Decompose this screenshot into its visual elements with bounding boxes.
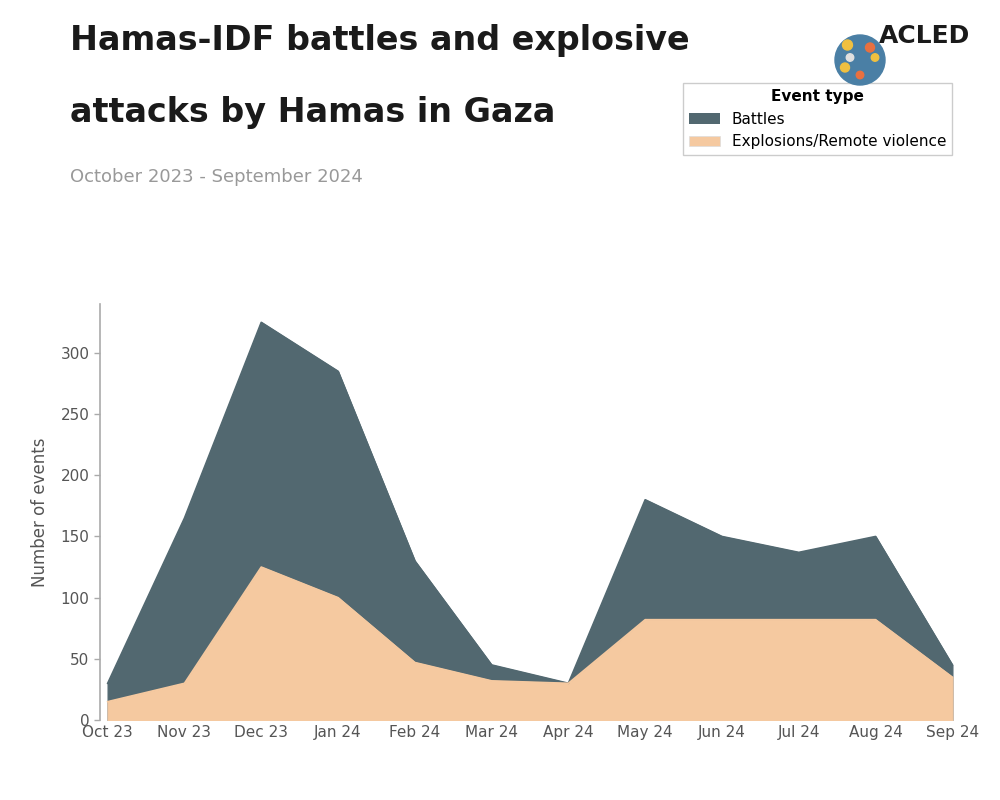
Circle shape — [842, 40, 852, 50]
Text: October 2023 - September 2024: October 2023 - September 2024 — [70, 168, 363, 186]
Circle shape — [856, 71, 864, 78]
Circle shape — [864, 65, 870, 70]
Legend: Battles, Explosions/Remote violence: Battles, Explosions/Remote violence — [683, 83, 952, 155]
Circle shape — [866, 43, 874, 52]
Circle shape — [835, 35, 885, 85]
Circle shape — [854, 38, 861, 46]
Circle shape — [870, 72, 876, 78]
Text: ACLED: ACLED — [879, 24, 970, 48]
Text: attacks by Hamas in Gaza: attacks by Hamas in Gaza — [70, 96, 555, 129]
Y-axis label: Number of events: Number of events — [31, 438, 49, 586]
Text: Hamas-IDF battles and explosive: Hamas-IDF battles and explosive — [70, 24, 690, 57]
Circle shape — [871, 54, 879, 62]
Circle shape — [840, 63, 850, 72]
Circle shape — [846, 54, 854, 62]
